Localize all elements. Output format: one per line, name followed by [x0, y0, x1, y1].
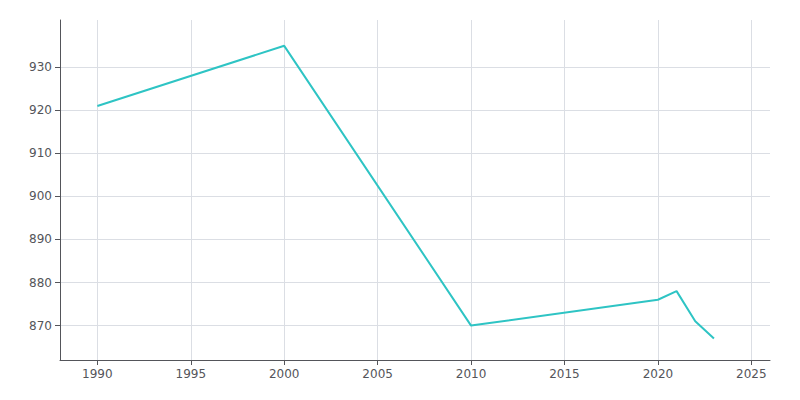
svg-text:910: 910 — [29, 146, 52, 160]
svg-text:920: 920 — [29, 103, 52, 117]
svg-text:2015: 2015 — [549, 367, 580, 381]
svg-text:2000: 2000 — [269, 367, 300, 381]
svg-text:2020: 2020 — [643, 367, 674, 381]
svg-text:1990: 1990 — [82, 367, 113, 381]
svg-text:2010: 2010 — [456, 367, 487, 381]
svg-text:2005: 2005 — [362, 367, 393, 381]
svg-text:880: 880 — [29, 276, 52, 290]
svg-text:870: 870 — [29, 319, 52, 333]
svg-text:890: 890 — [29, 232, 52, 246]
svg-text:900: 900 — [29, 189, 52, 203]
svg-text:1995: 1995 — [176, 367, 207, 381]
svg-text:2025: 2025 — [736, 367, 767, 381]
svg-text:930: 930 — [29, 60, 52, 74]
